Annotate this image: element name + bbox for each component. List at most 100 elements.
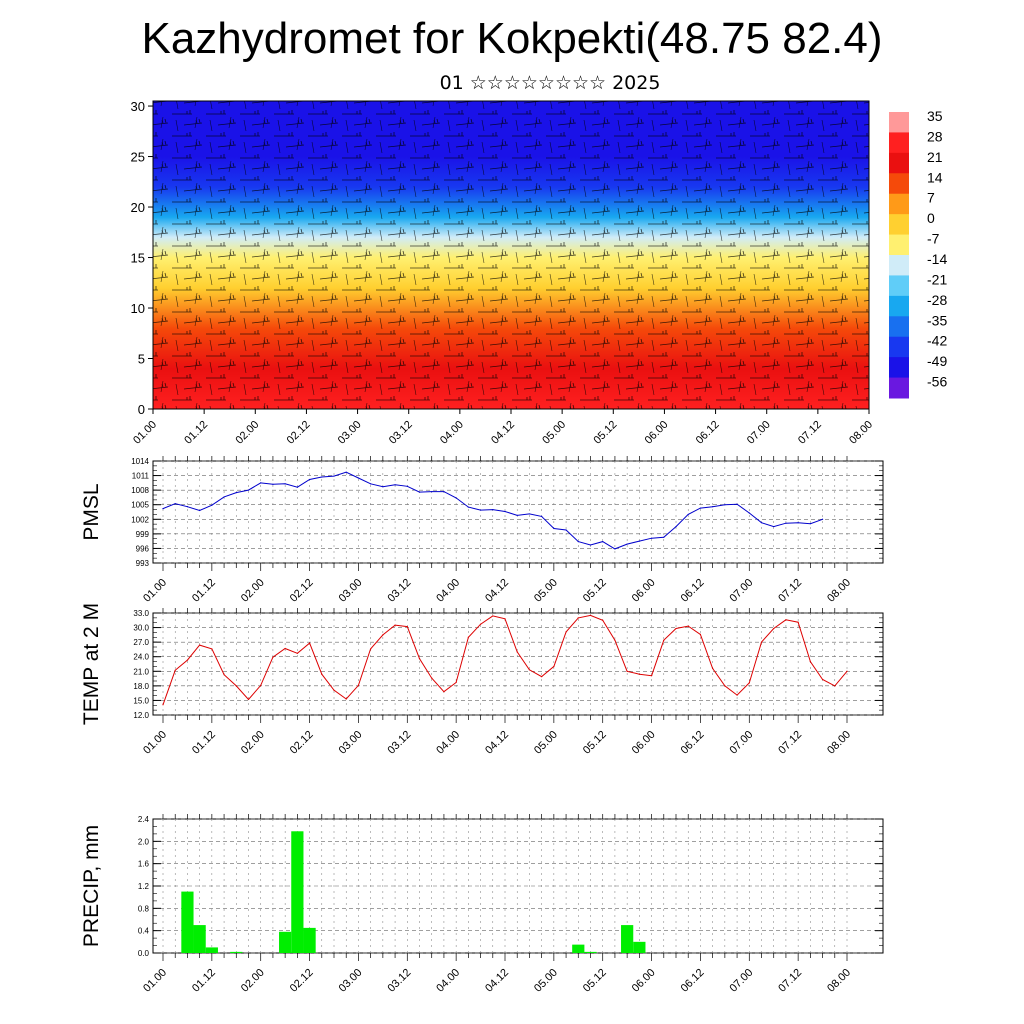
x-tick-label: 06.00: [630, 729, 658, 757]
data-point: [528, 513, 531, 515]
x-tick-label: 06.12: [679, 729, 707, 757]
x-tick-label: 05.00: [532, 577, 560, 605]
colorbar-label: -49: [927, 353, 947, 369]
y-tick-label: 2.4: [138, 815, 150, 824]
x-tick-label: 06.12: [694, 419, 722, 447]
colorbar-label: -56: [927, 374, 947, 390]
y-tick-label: 996: [136, 544, 150, 553]
x-tick-label: 04.00: [434, 729, 462, 757]
y-axis-label: TEMP at 2 M: [80, 603, 103, 725]
x-tick-label: 02.00: [239, 577, 267, 605]
precip-bar: [572, 944, 585, 953]
data-point: [528, 669, 531, 671]
data-point: [724, 685, 726, 687]
y-tick-label: 1002: [131, 515, 149, 524]
data-point: [650, 537, 653, 539]
data-point: [174, 503, 176, 505]
data-point: [345, 471, 347, 473]
colorbar-swatch: [889, 234, 909, 256]
precip-bar: [230, 951, 243, 953]
data-point: [675, 525, 677, 528]
data-point: [431, 491, 433, 493]
data-point: [321, 476, 323, 478]
data-point: [577, 541, 579, 543]
y-tick-label: 1014: [131, 457, 149, 466]
y-tick-label: 0: [138, 402, 145, 417]
data-point: [809, 523, 811, 525]
page-subtitle: 01 ☆☆☆☆☆☆☆☆ 2025: [439, 72, 661, 94]
precip-bar: [193, 925, 206, 953]
data-point: [638, 673, 640, 675]
x-tick-label: 01.12: [182, 419, 210, 447]
x-tick-label: 02.12: [288, 729, 316, 757]
y-tick-label: 0.0: [138, 949, 150, 958]
data-point: [602, 619, 604, 621]
data-point: [614, 548, 616, 550]
data-point: [565, 529, 567, 531]
data-point: [296, 652, 298, 654]
data-point: [467, 506, 469, 508]
y-tick-label: 33.0: [133, 609, 149, 618]
colorbar-swatch: [889, 214, 909, 236]
panel-frame: [152, 460, 884, 564]
x-tick-label: 01.00: [141, 577, 169, 605]
data-point: [614, 639, 616, 641]
precip-bar: [205, 947, 218, 953]
x-tick-label: 07.12: [776, 729, 804, 757]
data-point: [260, 482, 262, 484]
colorbar: 35 28 21 14 7 0 -7 -14 -21 -28 -35 -42 -49 -56: [889, 108, 947, 399]
colorbar-swatch: [889, 275, 909, 297]
data-point: [687, 625, 689, 627]
colorbar-label: 14: [927, 169, 943, 185]
data-point: [712, 667, 714, 669]
x-tick-label: 06.12: [679, 577, 707, 605]
data-point: [394, 624, 396, 626]
x-tick-label: 07.00: [727, 729, 755, 757]
data-point: [199, 644, 201, 646]
data-point: [724, 504, 726, 506]
colorbar-label: 7: [927, 190, 935, 206]
data-point: [284, 483, 286, 485]
data-point: [541, 676, 543, 678]
x-tick-label: 03.00: [337, 729, 365, 757]
colorbar-swatch: [889, 295, 909, 317]
x-tick-label: 08.00: [825, 967, 853, 995]
x-tick-label: 05.00: [540, 419, 568, 447]
x-tick-label: 04.00: [438, 419, 466, 447]
data-point: [479, 509, 482, 511]
y-axis-label: PMSL: [80, 483, 103, 540]
data-point: [174, 669, 176, 671]
data-point: [712, 506, 714, 508]
y-tick-label: 24.0: [133, 653, 149, 662]
precip-bar: [633, 941, 646, 953]
x-tick-label: 07.00: [745, 419, 773, 447]
data-point: [821, 678, 824, 681]
data-point: [211, 504, 213, 506]
colorbar-swatch: [889, 255, 909, 276]
data-point: [431, 677, 433, 679]
x-tick-label: 05.12: [591, 419, 619, 447]
precip-bar: [303, 927, 316, 953]
x-tick-label: 01.12: [190, 967, 218, 995]
x-tick-label: 06.00: [643, 419, 671, 447]
x-tick-label: 03.12: [385, 577, 413, 605]
x-tick-label: 02.00: [239, 729, 267, 757]
x-tick-label: 03.12: [385, 967, 413, 995]
data-point: [638, 540, 640, 542]
x-tick-label: 03.00: [336, 419, 364, 447]
x-tick-label: 03.12: [385, 729, 413, 757]
x-tick-label: 05.12: [581, 577, 609, 605]
data-point: [443, 491, 445, 493]
data-point: [687, 513, 689, 516]
data-point: [675, 627, 677, 630]
colorbar-label: -35: [927, 312, 947, 328]
y-tick-label: 30.0: [133, 624, 149, 633]
y-tick-label: 0.8: [138, 904, 150, 913]
data-point: [345, 698, 347, 700]
data-point: [247, 698, 250, 701]
colorbar-swatch: [889, 152, 909, 174]
cross-section-panel: 0 5 10 15 20 25 30 01.00 01.12 02.00 02.12 03.00 03.…: [131, 99, 876, 447]
x-tick-label: 04.00: [434, 577, 462, 605]
data-point: [492, 508, 494, 511]
